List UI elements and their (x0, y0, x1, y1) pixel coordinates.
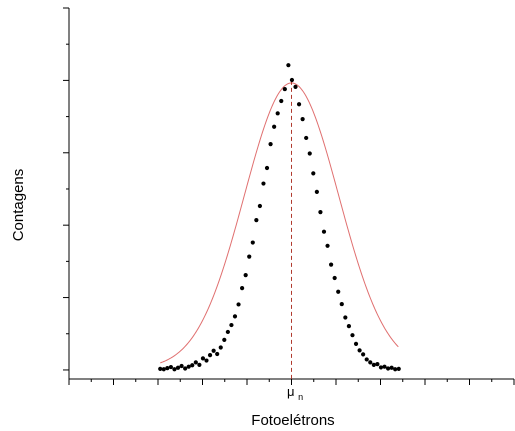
data-point (375, 362, 380, 367)
data-point (336, 289, 341, 294)
data-point (353, 341, 359, 346)
data-point (207, 353, 213, 358)
data-point (371, 362, 376, 367)
data-point (321, 229, 327, 234)
data-point (172, 367, 177, 372)
data-point (268, 141, 273, 147)
axes (63, 7, 515, 385)
data-point (257, 203, 262, 209)
data-point (229, 322, 234, 328)
data-point (236, 302, 241, 307)
data-point (378, 365, 384, 370)
data-point (264, 165, 270, 171)
data-point (193, 360, 198, 365)
data-point (286, 63, 291, 68)
data-point (161, 367, 166, 372)
mean-annotation-subscript: n (298, 392, 303, 402)
data-point (215, 351, 220, 357)
data-point (254, 218, 259, 223)
data-point (275, 111, 280, 116)
data-point (261, 181, 266, 186)
data-point (318, 210, 323, 215)
data-point (339, 301, 344, 307)
y-axis-label: Contagens (10, 169, 27, 242)
mean-annotation-symbol: μ (287, 384, 295, 399)
fit-curve-line (160, 82, 399, 364)
data-point (346, 324, 352, 329)
data-point (190, 363, 195, 368)
data-point (382, 364, 387, 369)
data-point (250, 240, 255, 245)
data-point (225, 329, 230, 335)
data-point (296, 102, 302, 107)
data-point (240, 286, 245, 291)
data-point (293, 84, 298, 90)
data-point (357, 348, 362, 353)
data-point (289, 77, 295, 83)
data-point (282, 86, 287, 92)
fit-curve-layer (160, 82, 399, 364)
data-point (311, 171, 316, 176)
data-point (183, 366, 188, 371)
data-point (279, 98, 284, 104)
data-point (197, 362, 202, 367)
data-point (200, 356, 206, 361)
data-point (343, 315, 348, 320)
data-point (393, 367, 398, 372)
data-point (272, 124, 277, 129)
data-point (165, 366, 170, 371)
data-point (204, 358, 209, 363)
axis-labels: Fotoelétrons Contagens μ n (10, 169, 335, 429)
mean-annotation-label: μ n (287, 384, 303, 402)
data-point (329, 262, 334, 267)
data-points (158, 63, 401, 372)
data-point (350, 333, 355, 338)
data-point (314, 189, 319, 194)
data-point (307, 151, 312, 156)
data-point (218, 345, 223, 350)
data-point (168, 364, 173, 370)
data-point (368, 360, 373, 365)
data-point (332, 275, 337, 281)
data-point (247, 254, 252, 259)
data-point (325, 243, 330, 248)
data-point (389, 365, 394, 370)
data-point (243, 273, 248, 278)
data-point (385, 366, 391, 371)
data-point (222, 337, 227, 343)
data-point (304, 135, 309, 141)
data-point (364, 357, 369, 362)
data-point (158, 366, 163, 371)
data-point (186, 364, 191, 369)
data-point (396, 366, 401, 371)
data-point (175, 365, 181, 370)
data-point (232, 314, 238, 319)
data-point (361, 352, 366, 357)
data-point (179, 363, 184, 369)
data-point (300, 117, 305, 122)
x-axis-label: Fotoelétrons (251, 412, 334, 429)
data-point (211, 348, 216, 353)
